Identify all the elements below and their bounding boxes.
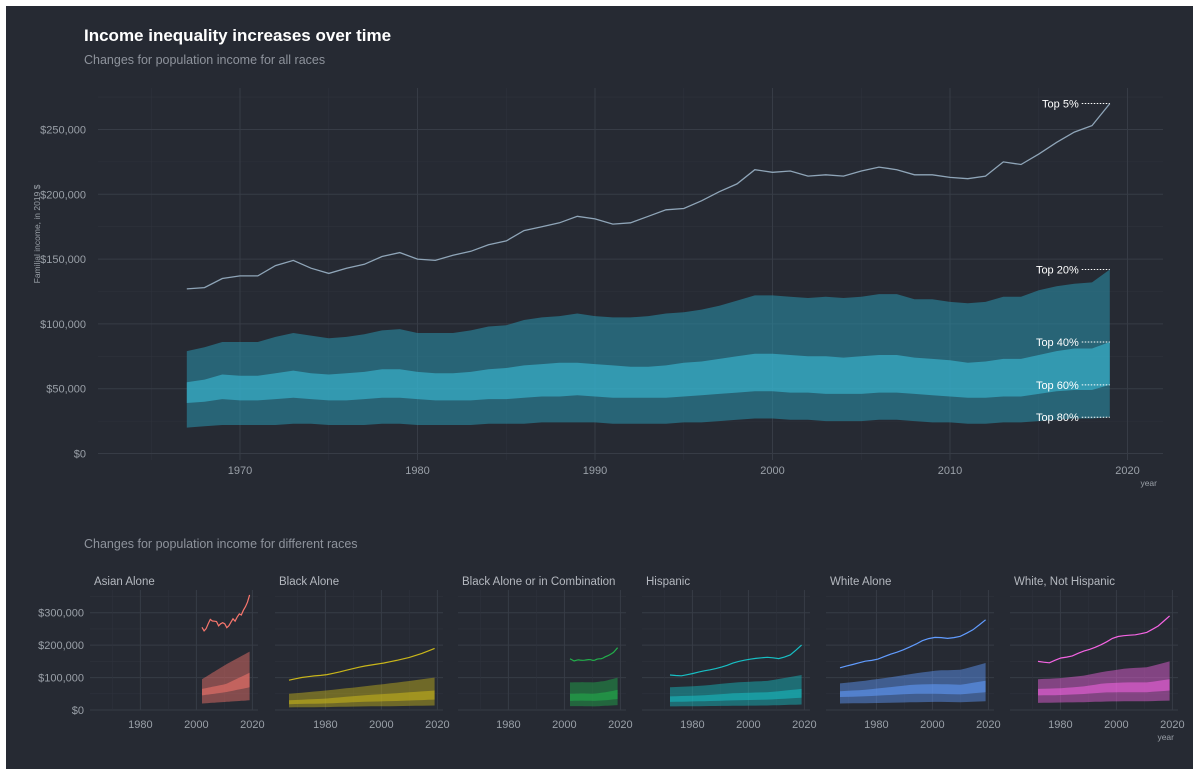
facet-panel-black-alone: Black Alone 1980 2000 2020 (275, 576, 450, 731)
annotation-top-60-: Top 60% (1036, 380, 1079, 392)
facet-x-tick-label: 2000 (1104, 719, 1128, 731)
band-top20-top80 (186, 269, 1110, 428)
facet-x-tick-label: 1980 (1048, 719, 1072, 731)
facet-band-inner (289, 690, 435, 705)
main-income-chart: $0 $50,000 $100,000 $150,000 $200,000 $250,00… (32, 88, 1163, 488)
facet-line-top5 (569, 647, 619, 662)
facet-subtitle: Changes for population income for differ… (84, 537, 358, 551)
facet-x-tick-label: 2000 (920, 719, 944, 731)
x-tick-label: 1980 (405, 465, 429, 477)
facet-band-outer (840, 663, 986, 704)
facet-x-tick-label: 2020 (425, 719, 449, 731)
x-axis-label: year (1140, 478, 1157, 488)
facet-x-tick-label: 2000 (184, 719, 208, 731)
facet-x-axis-label: year (1157, 732, 1174, 742)
facet-band-outer (670, 675, 802, 707)
y-tick-label: $250,000 (40, 124, 86, 136)
line-top5 (186, 103, 1111, 290)
facet-y-tick-label: $0 (72, 705, 84, 717)
facet-band-inner (570, 689, 618, 701)
facet-panel-asian-alone: Asian Alone 1980 2000 2020 $0 $100,000 $200,00… (38, 576, 265, 731)
facet-x-tick-label: 2000 (552, 719, 576, 731)
facet-line-top5 (669, 644, 803, 677)
chart-title: Income inequality increases over time (84, 26, 392, 45)
facet-band-inner (840, 680, 986, 697)
facet-line-top5 (1037, 615, 1171, 664)
y-tick-label: $50,000 (46, 384, 86, 396)
facet-title: Asian Alone (94, 576, 155, 588)
facet-x-tick-label: 2020 (976, 719, 1000, 731)
facet-band-inner (1038, 679, 1170, 696)
y-tick-label: $0 (74, 449, 86, 461)
x-tick-label: 1990 (583, 465, 607, 477)
y-tick-label: $150,000 (40, 254, 86, 266)
facet-x-tick-label: 1980 (680, 719, 704, 731)
facet-x-tick-label: 2020 (792, 719, 816, 731)
band-top40-top60 (186, 342, 1110, 403)
x-tick-label: 2000 (760, 465, 784, 477)
facet-y-tick-label: $100,000 (38, 673, 84, 685)
facet-title: White Alone (830, 576, 891, 588)
facet-x-tick-label: 2000 (736, 719, 760, 731)
annotation-top-20-: Top 20% (1036, 264, 1079, 276)
facet-x-tick-label: 2020 (1160, 719, 1184, 731)
y-axis-label: Familial income, in 2019 $ (32, 184, 42, 283)
facet-line-top5 (288, 647, 435, 681)
x-tick-label: 2020 (1115, 465, 1139, 477)
facet-panel-black-alone-or-in-combination: Black Alone or in Combination 1980 2000 202… (458, 576, 633, 731)
facet-title: Hispanic (646, 576, 690, 588)
facet-line-top5 (839, 619, 986, 669)
annotation-top-80-: Top 80% (1036, 412, 1079, 424)
annotation-top-40-: Top 40% (1036, 337, 1079, 349)
annotation-top-5-: Top 5% (1042, 99, 1079, 111)
facet-panel-hispanic: Hispanic 1980 2000 2020 (642, 576, 817, 731)
facet-title: White, Not Hispanic (1014, 576, 1115, 588)
x-tick-label: 2010 (938, 465, 962, 477)
facet-x-tick-label: 1980 (864, 719, 888, 731)
chart-subtitle: Changes for population income for all ra… (84, 53, 326, 67)
facet-x-tick-label: 2020 (240, 719, 264, 731)
facet-band-inner (202, 672, 250, 696)
facet-x-tick-label: 2020 (608, 719, 632, 731)
facet-line-top5 (201, 594, 251, 632)
facet-panel-white-alone: White Alone 1980 2000 2020 (826, 576, 1001, 731)
facet-x-tick-label: 1980 (128, 719, 152, 731)
y-tick-label: $200,000 (40, 189, 86, 201)
facet-x-tick-label: 2000 (369, 719, 393, 731)
facet-title: Black Alone or in Combination (462, 576, 615, 588)
facet-band-inner (670, 688, 802, 702)
race-facet-chart: Asian Alone 1980 2000 2020 $0 $100,000 $200,00… (38, 576, 1185, 742)
facet-x-tick-label: 1980 (313, 719, 337, 731)
y-tick-label: $100,000 (40, 319, 86, 331)
facet-x-tick-label: 1980 (496, 719, 520, 731)
facet-title: Black Alone (279, 576, 339, 588)
facet-y-tick-label: $300,000 (38, 608, 84, 620)
facet-y-tick-label: $200,000 (38, 640, 84, 652)
x-tick-label: 1970 (228, 465, 252, 477)
